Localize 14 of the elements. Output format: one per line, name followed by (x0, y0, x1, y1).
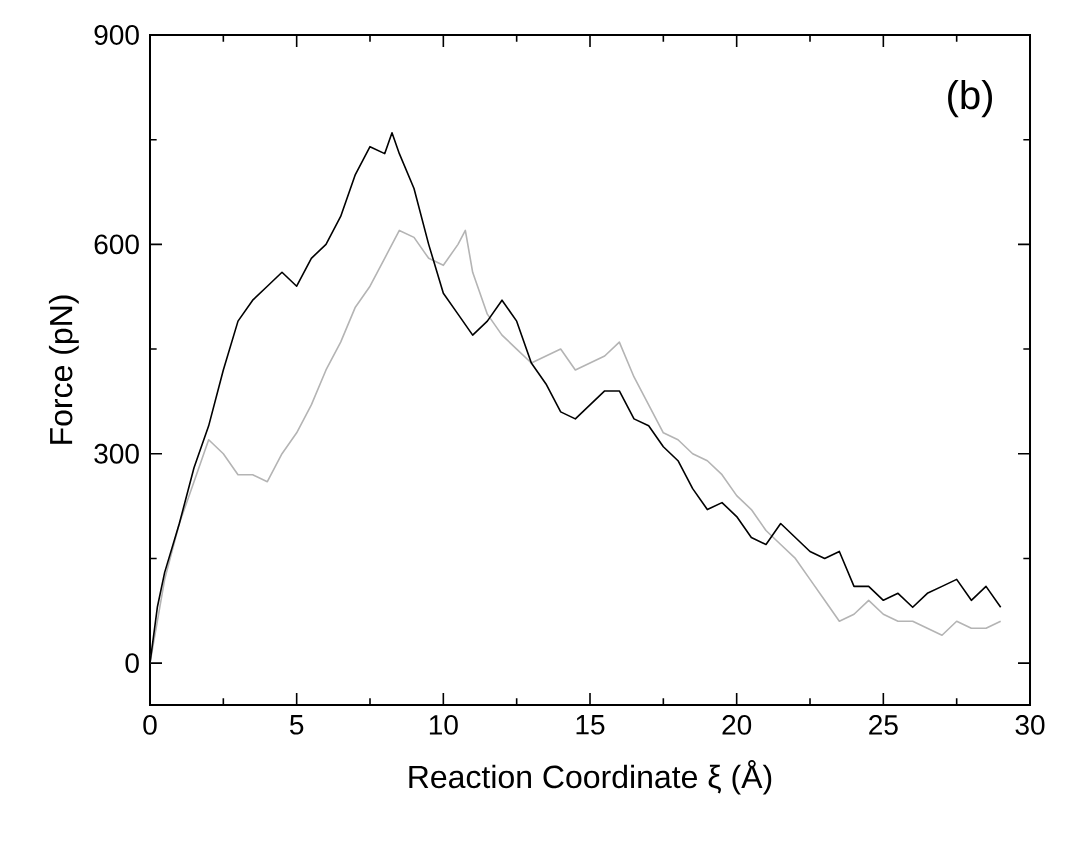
y-tick-label: 900 (94, 25, 139, 45)
x-tick-label: 10 (429, 715, 458, 735)
y-tick-label: 600 (94, 234, 139, 255)
annotation: (b) (948, 79, 992, 118)
x-tick-label: 15 (576, 715, 605, 735)
x-tick-label: 25 (869, 715, 898, 735)
y-tick-label: 0 (125, 653, 139, 674)
x-tick-label: 0 (143, 715, 157, 735)
x-tick-label: 5 (290, 715, 304, 735)
x-tick-label: 30 (1015, 715, 1045, 735)
y-axis-title: Force (pN) (48, 295, 79, 444)
x-tick-label: 20 (722, 715, 752, 735)
y-tick-label: 300 (94, 443, 139, 464)
x-axis-title: Reaction Coordinate ξ (Å) (409, 760, 772, 795)
